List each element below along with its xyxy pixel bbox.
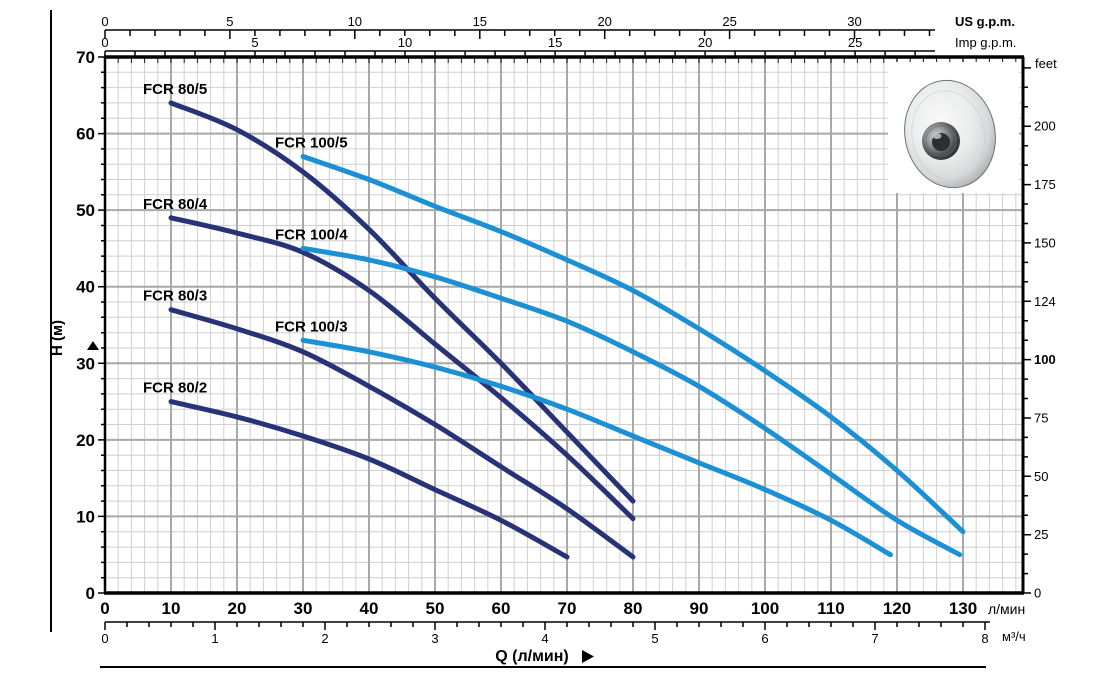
svg-text:20: 20 [76,431,95,450]
top-border-inner-ticks [117,57,1017,63]
x-axis-arrow-icon [582,650,594,663]
svg-text:0: 0 [86,584,95,603]
svg-text:50: 50 [426,599,445,618]
curve-label-fcr-80-4: FCR 80/4 [143,196,208,213]
axis-titles: Q (л/мин) H (м) [49,320,594,665]
svg-text:3: 3 [431,631,438,646]
imp-gpm-unit-label: Imp g.p.m. [955,35,1016,50]
svg-text:15: 15 [473,14,487,29]
svg-text:100: 100 [751,599,779,618]
svg-text:0: 0 [101,14,108,29]
axis-feet-labels: 0 25 50 75 100 124 150 175 200 feet [1034,56,1057,601]
curve-fcr-100-5 [300,154,966,535]
svg-text:150: 150 [1034,235,1056,250]
svg-text:40: 40 [76,278,95,297]
svg-text:124: 124 [1034,294,1056,309]
svg-text:4: 4 [541,631,548,646]
svg-text:200: 200 [1034,119,1056,134]
axis-lpm-labels: 0 10 20 30 40 50 60 70 80 90 100 110 120 130 л/мин [100,599,1025,618]
svg-text:5: 5 [251,35,258,50]
m3h-unit-label: м³/ч [1002,629,1026,644]
svg-text:15: 15 [548,35,562,50]
curves: FCR 80/5 FCR 80/4 FCR 80/3 FCR 80/2 FCR 100/… [143,81,966,560]
y-axis-arrow-icon [87,341,99,350]
svg-text:0: 0 [101,631,108,646]
svg-text:80: 80 [624,599,643,618]
curve-label-fcr-80-3: FCR 80/3 [143,288,207,305]
svg-text:5: 5 [226,14,233,29]
impeller-photo [888,62,1019,193]
svg-text:20: 20 [698,35,712,50]
svg-text:7: 7 [871,631,878,646]
svg-text:0: 0 [100,599,109,618]
svg-text:70: 70 [76,48,95,67]
svg-text:175: 175 [1034,177,1056,192]
svg-text:10: 10 [348,14,362,29]
svg-text:40: 40 [360,599,379,618]
axis-head-m-ticks [98,56,105,594]
svg-text:10: 10 [76,507,95,526]
x-axis-title: Q (л/мин) [495,648,569,665]
svg-text:90: 90 [690,599,709,618]
axis-us-gpm-ruler [104,29,935,39]
svg-text:6: 6 [761,631,768,646]
svg-text:75: 75 [1034,411,1048,426]
axis-head-m-labels: 0 10 20 30 40 50 60 70 [76,48,95,603]
svg-text:30: 30 [294,599,313,618]
svg-text:25: 25 [722,14,736,29]
axis-imp-gpm-labels: 0 5 10 15 20 25 Imp g.p.m. [101,35,1016,50]
curve-label-fcr-100-3: FCR 100/3 [275,318,348,335]
svg-text:25: 25 [848,35,862,50]
svg-text:8: 8 [981,631,988,646]
curve-fcr-80-2 [168,399,570,560]
axis-m3h-labels: 0 1 2 3 4 5 6 7 8 м³/ч [101,629,1025,646]
axis-feet-ticks [1023,67,1031,594]
us-gpm-unit-label: US g.p.m. [955,14,1015,29]
svg-text:120: 120 [883,599,911,618]
curve-fcr-80-4 [168,215,636,522]
curve-fcr-80-3 [168,307,636,560]
y-axis-title: H (м) [49,320,66,356]
svg-text:0: 0 [1034,586,1041,601]
svg-text:30: 30 [847,14,861,29]
bottom-divider [100,666,986,668]
svg-text:5: 5 [651,631,658,646]
curve-fcr-100-3 [300,337,893,558]
svg-text:25: 25 [1034,527,1048,542]
svg-text:1: 1 [211,631,218,646]
axis-m3h-ruler [104,621,990,630]
svg-text:30: 30 [76,354,95,373]
svg-text:130: 130 [949,599,977,618]
svg-text:2: 2 [321,631,328,646]
svg-text:10: 10 [162,599,181,618]
curve-label-fcr-100-5: FCR 100/5 [275,135,348,152]
curve-label-fcr-100-4: FCR 100/4 [275,226,348,243]
svg-text:20: 20 [597,14,611,29]
axis-imp-gpm-ruler [104,50,935,58]
svg-text:20: 20 [228,599,247,618]
curve-fcr-100-4 [300,245,963,558]
svg-text:100: 100 [1034,352,1056,367]
svg-text:0: 0 [101,35,108,50]
lpm-unit-label: л/мин [988,601,1025,617]
svg-text:60: 60 [492,599,511,618]
svg-text:50: 50 [1034,469,1048,484]
svg-text:60: 60 [76,125,95,144]
feet-unit-label: feet [1035,56,1057,71]
svg-text:50: 50 [76,201,95,220]
curve-label-fcr-80-2: FCR 80/2 [143,380,207,397]
impeller-drawing [904,79,996,189]
svg-text:110: 110 [817,599,844,618]
svg-text:10: 10 [398,35,412,50]
axis-us-gpm-labels: 0 5 10 15 20 25 30 US g.p.m. [101,14,1015,29]
svg-text:70: 70 [558,599,577,618]
left-divider [50,10,52,632]
curve-label-fcr-80-5: FCR 80/5 [143,81,207,98]
